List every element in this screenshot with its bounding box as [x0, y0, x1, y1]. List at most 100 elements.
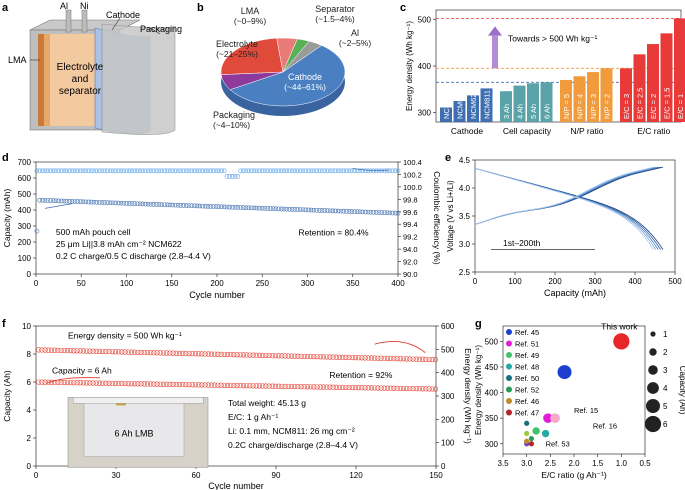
energy-point — [429, 356, 435, 363]
capacity-point — [250, 383, 256, 389]
pie-range-al: (~2–5%) — [339, 38, 372, 48]
capacity-point — [327, 384, 333, 390]
capacity-point — [314, 384, 320, 390]
energy-point — [116, 349, 122, 355]
ce-point — [365, 168, 371, 174]
energy-point — [218, 351, 224, 357]
y2-tick-label: 100.4 — [403, 158, 422, 167]
pie-range-lma: (~0–9%) — [234, 16, 267, 26]
capacity-point — [148, 201, 154, 207]
energy-point — [292, 353, 298, 359]
capacity-point — [256, 383, 263, 389]
electrolyte-label-1: Electrolyte — [57, 62, 104, 73]
capacity-point — [221, 382, 227, 388]
energy-point — [304, 353, 311, 360]
capacity-point — [365, 385, 371, 391]
capacity-point — [388, 385, 394, 391]
capacity-point — [362, 385, 368, 391]
capacity-point — [69, 199, 75, 204]
bar-label: E/C = 1.5 — [663, 88, 672, 119]
info-text-1: Total weight: 45.13 g — [228, 398, 306, 408]
ce-point — [338, 168, 344, 174]
capacity-point — [205, 382, 211, 388]
capacity-point — [218, 382, 224, 388]
capacity-point — [238, 205, 243, 210]
capacity-point — [189, 382, 195, 388]
panel-b: b Cathode (~44–61%) Packaging (~4–10%) Elect… — [195, 0, 380, 148]
bubble-ref-49 — [532, 427, 540, 435]
capacity-point — [376, 210, 382, 215]
y-tick-label: 4 — [27, 406, 32, 415]
energy-point — [263, 352, 269, 359]
capacity-point — [180, 381, 186, 388]
ce-point — [126, 168, 132, 174]
energy-point — [381, 355, 387, 361]
energy-arrow — [374, 340, 426, 353]
ce-point — [143, 168, 148, 174]
capacity-point — [37, 197, 42, 203]
capacity-point — [67, 198, 72, 204]
group-label: N/P ratio — [571, 126, 604, 136]
y2-tick-label: 100 — [441, 439, 455, 448]
x-tick-label: 3.0 — [521, 459, 533, 468]
capacity-point — [262, 206, 268, 211]
capacity-point — [327, 208, 333, 214]
energy-point — [196, 351, 202, 357]
capacity-point — [50, 198, 56, 204]
bubble-ref-50 — [524, 420, 530, 426]
y-axis-label: Capacity (mAh) — [2, 189, 12, 248]
capacity-point — [416, 386, 423, 392]
energy-point — [352, 355, 359, 361]
x-tick-label: 100 — [120, 279, 134, 288]
capacity-point — [140, 201, 146, 207]
energy-point — [324, 354, 330, 360]
energy-point — [202, 351, 208, 357]
capacity-point — [284, 206, 289, 212]
capacity-point — [175, 202, 181, 208]
capacity-point — [164, 381, 170, 387]
energy-point — [157, 350, 163, 356]
energy-point — [394, 356, 400, 362]
capacity-point — [224, 382, 231, 388]
bubble-ref-16 — [524, 430, 530, 437]
capacity-point — [343, 384, 349, 391]
capacity-point — [202, 203, 208, 209]
y-tick-label: 300 — [18, 222, 32, 231]
capacity-point — [330, 384, 336, 390]
capacity-point — [128, 381, 135, 387]
capacity-point — [219, 204, 224, 210]
bar — [467, 95, 479, 122]
energy-text: Energy density = 500 Wh kg⁻¹ — [68, 331, 182, 341]
capacity-point — [423, 386, 429, 392]
x-tick-label: 400 — [391, 279, 405, 288]
energy-point — [138, 349, 144, 355]
capacity-point — [272, 383, 279, 389]
energy-point — [183, 350, 189, 357]
capacity-point — [378, 385, 384, 391]
bar — [573, 76, 586, 122]
ce-point — [360, 168, 366, 174]
energy-point — [205, 351, 211, 357]
capacity-point — [231, 382, 237, 389]
capacity-point — [88, 199, 94, 205]
energy-point — [68, 348, 74, 354]
size-legend-label: 4 — [663, 384, 668, 393]
capacity-point — [164, 202, 170, 208]
ref15-label: Ref. 15 — [574, 406, 598, 415]
legend-marker — [506, 329, 512, 335]
capacity-point — [211, 204, 216, 209]
energy-point — [247, 352, 253, 358]
energy-point — [256, 352, 263, 358]
ce-point — [194, 168, 200, 174]
energy-point — [372, 355, 378, 361]
energy-point — [39, 347, 45, 353]
capacity-point — [87, 380, 93, 386]
ce-point — [107, 168, 113, 174]
info-text-1: 500 mAh pouch cell — [56, 227, 131, 237]
energy-point — [423, 356, 429, 362]
capacity-point — [71, 380, 77, 386]
energy-point — [189, 351, 195, 357]
capacity-point — [154, 381, 160, 387]
x-tick-label: 500 — [668, 277, 682, 286]
energy-point — [240, 352, 247, 358]
